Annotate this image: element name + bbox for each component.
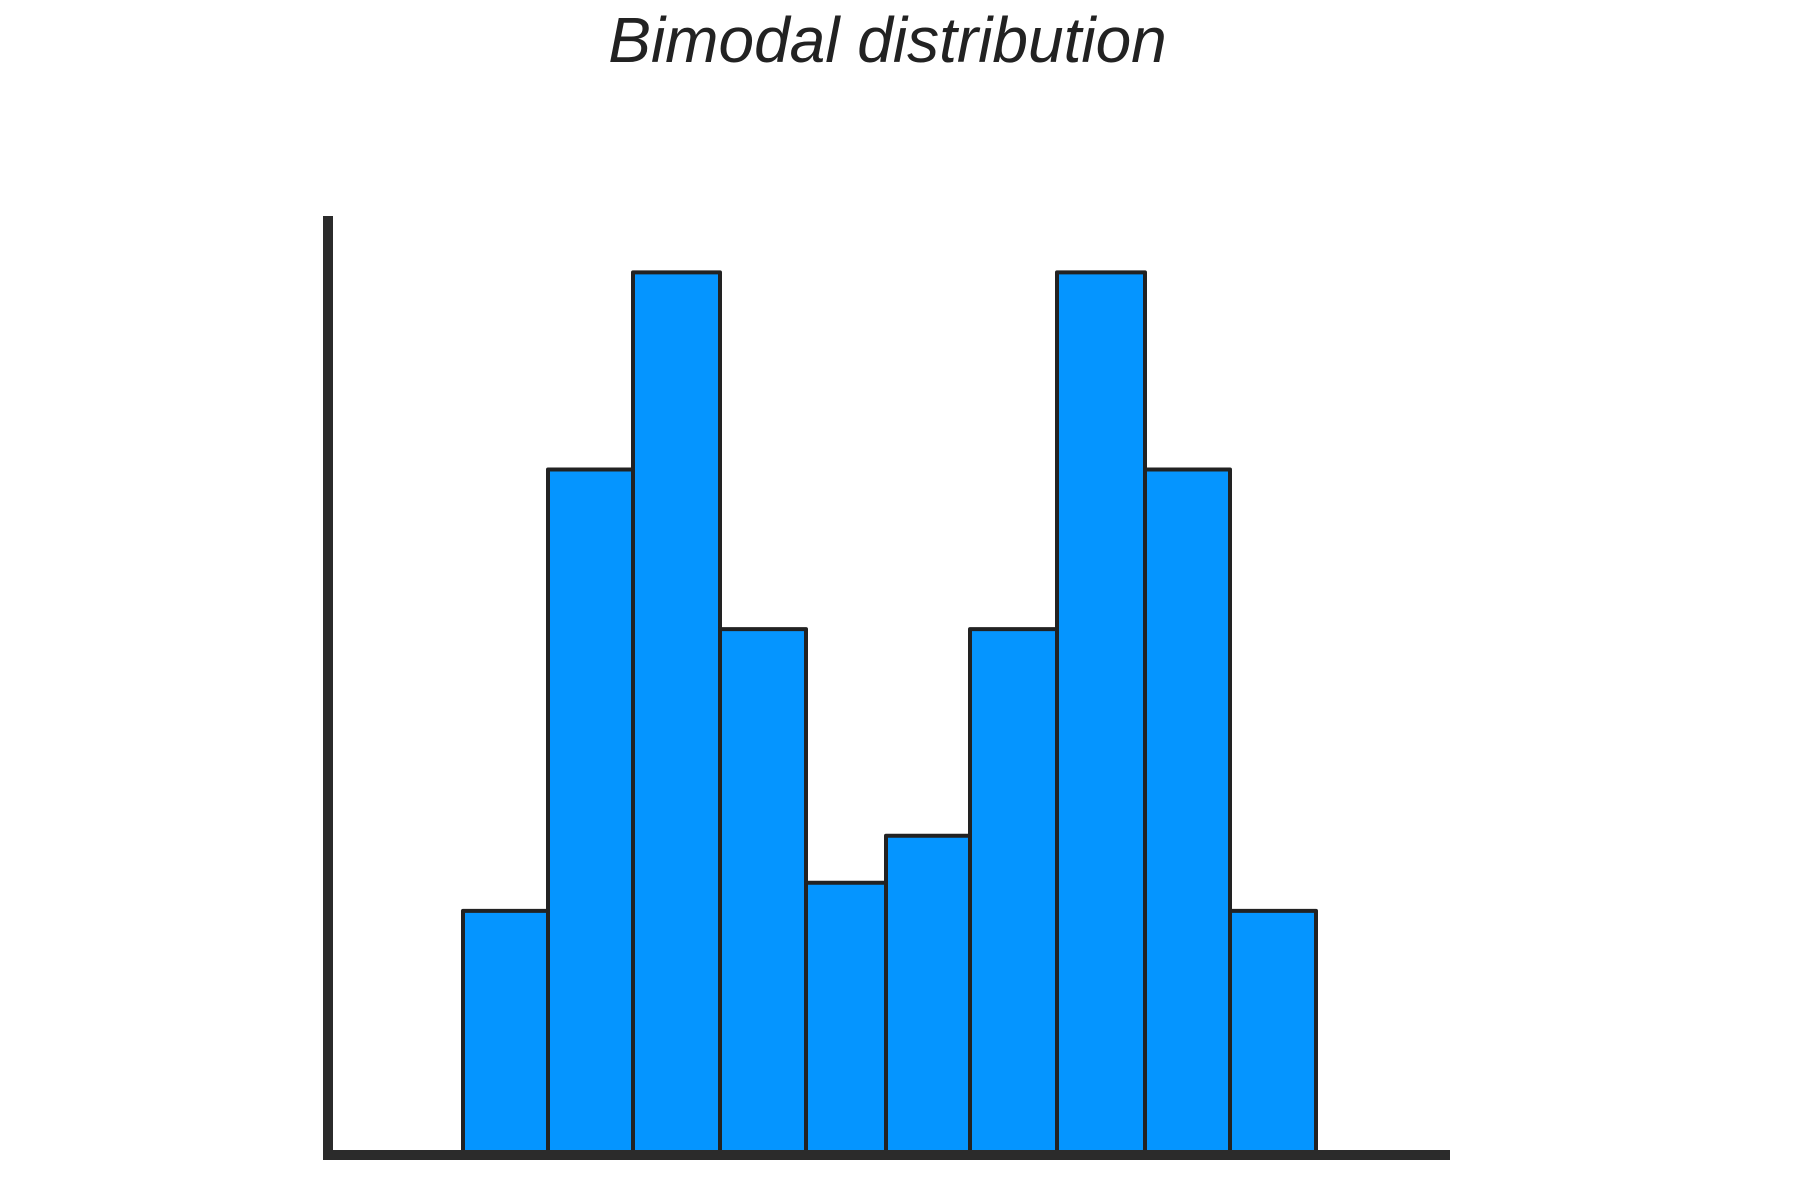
histogram-bar-8	[1055, 270, 1147, 1157]
histogram-bar-2	[546, 467, 635, 1157]
histogram-bar-5	[804, 880, 888, 1157]
histogram-bar-10	[1228, 908, 1318, 1157]
histogram-bar-7	[968, 627, 1059, 1157]
bars-group	[461, 270, 1318, 1157]
histogram-bar-1	[461, 908, 550, 1157]
histogram-bar-6	[884, 833, 972, 1157]
histogram-bar-3	[631, 270, 722, 1157]
chart-title: Bimodal distribution	[608, 4, 1167, 76]
histogram-bar-9	[1143, 467, 1232, 1157]
histogram-bar-4	[718, 627, 808, 1157]
